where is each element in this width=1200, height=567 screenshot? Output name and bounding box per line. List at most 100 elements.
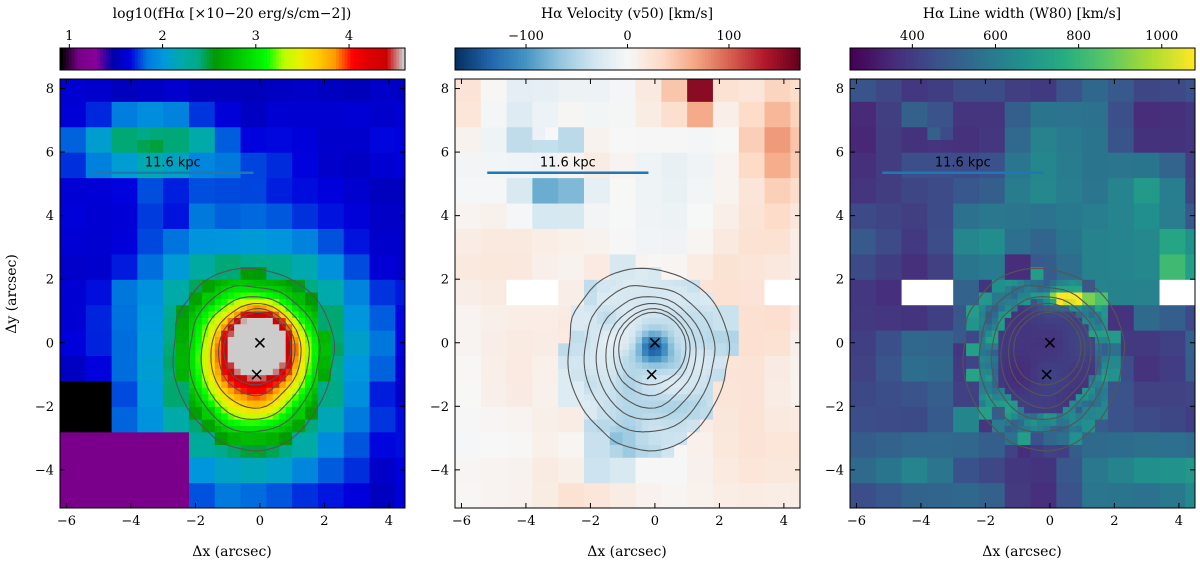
heatmap-cell (240, 412, 248, 420)
heatmap-cell (1043, 298, 1051, 306)
colorbar-swatch (189, 48, 193, 70)
heatmap-cell (234, 393, 242, 401)
heatmap-cell (700, 310, 708, 318)
colorbar-swatch (1111, 48, 1116, 70)
heatmap-cell (1004, 361, 1012, 369)
heatmap-cell (583, 317, 592, 325)
colorbar-swatch (990, 48, 995, 70)
heatmap-cell (195, 349, 203, 357)
heatmap-cell (1024, 279, 1032, 287)
heatmap-cell (1017, 279, 1025, 287)
heatmap-cell (208, 317, 216, 325)
heatmap-cell (1056, 298, 1064, 306)
colorbar-swatch (472, 48, 476, 70)
heatmap-cell (1082, 399, 1090, 407)
colorbar-swatch (177, 48, 182, 70)
heatmap-cell (712, 330, 727, 344)
heatmap-cell (674, 393, 682, 401)
heatmap-cell (674, 374, 682, 382)
scale-bar-label: 11.6 kpc (540, 156, 596, 171)
heatmap-cell (978, 101, 1006, 128)
heatmap-cell (1043, 253, 1057, 268)
heatmap-cell (176, 317, 190, 331)
heatmap-cell (298, 349, 306, 357)
colorbar-swatch (710, 48, 715, 70)
heatmap-cell (985, 304, 993, 312)
colorbar-swatch (364, 48, 369, 70)
heatmap-cell (1011, 298, 1019, 306)
heatmap-cell (234, 349, 242, 357)
heatmap-cell (480, 482, 508, 508)
colorbar-swatch (1160, 48, 1164, 70)
colorbar-swatch (1177, 48, 1182, 70)
heatmap-cell (266, 126, 293, 153)
y-tick-label: 6 (441, 146, 449, 161)
heatmap-cell (1062, 419, 1070, 426)
colorbar-swatch (503, 48, 508, 70)
heatmap-cell (279, 444, 293, 458)
heatmap-cell (188, 310, 197, 318)
heatmap-cell (221, 291, 229, 299)
heatmap-cell (266, 298, 274, 306)
heatmap-cell (85, 431, 113, 458)
heatmap-cell (1075, 387, 1083, 395)
heatmap-cell (1082, 310, 1090, 318)
colorbar-swatch (664, 48, 669, 70)
heatmap-cell (480, 79, 508, 102)
heatmap-cell (687, 330, 695, 337)
heatmap-cell (1159, 457, 1186, 484)
colorbar-swatch (742, 48, 746, 70)
heatmap-cell (654, 412, 662, 420)
y-tick-label: −4 (430, 463, 449, 478)
heatmap-cell (240, 79, 267, 102)
heatmap-cell (506, 457, 533, 484)
heatmap-cell (687, 406, 701, 420)
colorbar-swatch (469, 48, 473, 70)
colorbar-swatch (1183, 48, 1187, 70)
heatmap-cell (661, 253, 688, 280)
colorbar-swatch (1137, 48, 1141, 70)
heatmap-cell (901, 380, 928, 407)
heatmap-cell (317, 126, 345, 153)
heatmap-cell (635, 202, 662, 229)
heatmap-cell (978, 202, 1006, 229)
heatmap-cell (603, 330, 611, 337)
heatmap-cell (642, 361, 650, 369)
heatmap-cell (667, 399, 675, 407)
heatmap-cell (1049, 419, 1057, 426)
marker-x (1044, 337, 1055, 348)
heatmap-cell (635, 285, 643, 293)
heatmap-cell (1075, 412, 1083, 420)
heatmap-cell (680, 310, 688, 318)
heatmap-cell (1011, 342, 1019, 350)
y-tick-label: 2 (46, 273, 54, 288)
heatmap-cell (901, 330, 928, 357)
heatmap-cell (214, 482, 242, 508)
heatmap-cell (317, 380, 345, 407)
colorbar-swatch (85, 48, 90, 70)
heatmap-cell (266, 406, 274, 414)
heatmap-cell (208, 399, 216, 407)
heatmap-cell (680, 412, 688, 420)
heatmap-cell (480, 355, 508, 382)
heatmap-cell (712, 368, 727, 382)
colorbar-swatch (315, 48, 320, 70)
colorbar-swatch (512, 48, 516, 70)
heatmap-cell (240, 253, 255, 268)
heatmap-cell (603, 317, 611, 325)
heatmap-cell (1049, 425, 1057, 433)
heatmap-cell (247, 298, 255, 306)
colorbar-swatch (80, 48, 84, 70)
heatmap-cell (532, 330, 559, 357)
colorbar-swatch (333, 48, 337, 70)
heatmap-cell (667, 406, 675, 414)
colorbar-swatch (924, 48, 929, 70)
y-tick-label: 0 (46, 336, 54, 351)
heatmap-cell (1043, 406, 1051, 414)
x-axis-label: Δx (arcsec) (982, 544, 1062, 560)
heatmap-cell (532, 79, 559, 102)
colorbar-swatch (942, 48, 946, 70)
heatmap-cell (240, 368, 248, 376)
heatmap-cell (188, 291, 203, 306)
heatmap-cell (455, 304, 482, 331)
